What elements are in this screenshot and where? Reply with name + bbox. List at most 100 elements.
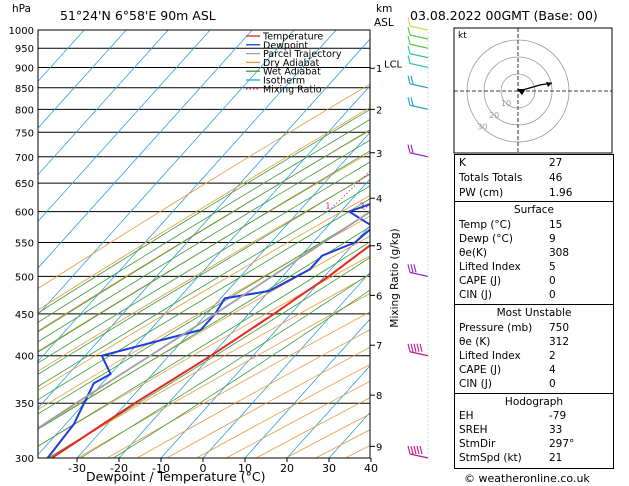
hodo-label: StmSpd (kt) <box>459 452 522 464</box>
index-label: PW (cm) <box>459 187 504 199</box>
isotherm-line <box>38 30 127 129</box>
pressure-tick-label: 1000 <box>9 26 34 37</box>
index-value: 46 <box>549 172 563 184</box>
mu-label: CIN (J) <box>459 378 492 390</box>
wind-barb <box>409 43 429 49</box>
profile-layer: 12346810152025 <box>38 202 440 458</box>
wet-adiabat-line <box>38 139 370 343</box>
mu-label: Pressure (mb) <box>459 322 533 334</box>
pressure-tick-label: 450 <box>15 310 34 321</box>
surface-label: CIN (J) <box>459 289 492 301</box>
hodograph-unit-label: kt <box>458 31 467 41</box>
pressure-tick-label: 800 <box>15 105 34 116</box>
wet-adiabat-line <box>38 198 370 401</box>
pressure-tick-label: 900 <box>15 63 34 74</box>
legend-item: Mixing Ratio <box>263 84 322 95</box>
x-tick-label: 0 <box>200 462 207 475</box>
wind-barb-flag <box>407 75 411 84</box>
mu-value: 312 <box>549 336 570 348</box>
wind-barb-flag <box>419 343 423 352</box>
km-tick-label: 5 <box>376 242 382 253</box>
wind-barb-flag <box>407 36 411 45</box>
wind-barb-flag <box>407 343 411 352</box>
isotherm-line <box>38 30 253 269</box>
index-label: Totals Totals <box>459 172 523 184</box>
km-tick-label: 1 <box>376 64 382 75</box>
dry-adiabat-line <box>136 329 370 458</box>
wind-barb <box>409 271 429 277</box>
km-tick-label: 8 <box>376 391 382 402</box>
surface-label: θe(K) <box>459 247 487 259</box>
wind-barb-flag <box>410 75 414 84</box>
lcl-label: LCL <box>384 60 403 71</box>
wet-adiabat-line <box>38 129 370 333</box>
temperature-line <box>51 244 370 458</box>
index-label: K <box>459 157 466 169</box>
km-tick-label: 4 <box>376 194 382 205</box>
wind-barb <box>409 453 429 459</box>
wind-barb <box>409 34 429 40</box>
isotherm-line <box>244 318 370 458</box>
x-axis-label: Dewpoint / Temperature (°C) <box>86 469 266 484</box>
pressure-tick-label: 350 <box>15 399 34 410</box>
parcel-trajectory-line <box>38 210 370 430</box>
legend-item: Temperature <box>262 32 323 43</box>
dry-adiabat-line <box>77 293 370 458</box>
hpa-label: hPa <box>12 3 31 15</box>
most-unstable-title: Most Unstable <box>496 307 572 319</box>
wet-adiabat-line <box>113 289 370 458</box>
surface-value: 0 <box>549 275 556 287</box>
km-label: km <box>376 3 393 15</box>
index-value: 1.96 <box>549 187 573 199</box>
wet-adiabat-line <box>38 109 370 314</box>
wind-barb-flag <box>407 26 411 36</box>
mixing-ratio-label: 6 <box>419 202 424 211</box>
wet-adiabat-line <box>38 173 370 375</box>
surface-value: 5 <box>549 261 556 273</box>
isotherm-line <box>38 38 370 409</box>
wind-barb <box>409 53 429 59</box>
pressure-tick-label: 400 <box>15 352 34 363</box>
location-title: 51°24'N 6°58'E 90m ASL <box>60 8 216 23</box>
hodo-label: SREH <box>459 424 488 436</box>
pressure-tick-label: 550 <box>15 239 34 250</box>
surface-label: Dewp (°C) <box>459 233 513 245</box>
credit-text: © weatheronline.co.uk <box>464 472 590 485</box>
mixing-ratio-axis-label: Mixing Ratio (g/kg) <box>389 228 401 328</box>
wet-adiabat-line <box>48 257 370 458</box>
surface-label: Lifted Index <box>459 261 521 273</box>
wind-barb <box>409 62 429 69</box>
dry-adiabat-line <box>107 311 370 458</box>
dry-adiabat-line <box>38 107 370 311</box>
x-tick-label: -10 <box>152 462 170 475</box>
wind-barb-flag <box>407 445 411 455</box>
mixing-ratio-label: 1 <box>325 202 330 211</box>
legend-item: Dry Adiabat <box>263 58 320 69</box>
mixing-ratio-label: 8 <box>435 202 440 211</box>
wet-adiabat-line <box>38 241 370 447</box>
wind-barb-flag <box>416 343 420 352</box>
wind-barb <box>409 83 429 89</box>
isotherm-line <box>38 30 295 316</box>
dry-adiabat-line <box>38 215 370 410</box>
hodograph-box <box>453 27 613 154</box>
surface-value: 15 <box>549 219 563 231</box>
wet-adiabat-line <box>38 161 370 364</box>
legend-item: Isotherm <box>263 76 305 87</box>
wind-barb-flag <box>407 264 411 273</box>
x-tick-label: 20 <box>280 462 294 475</box>
surface-label: CAPE (J) <box>459 275 502 287</box>
isotherm-line <box>202 271 370 458</box>
mu-label: CAPE (J) <box>459 364 502 376</box>
dry-adiabat-line <box>38 194 370 392</box>
wind-barb-flag <box>413 343 417 352</box>
dry-adiabat-line <box>47 274 370 458</box>
mixing-ratio-label: 4 <box>396 202 401 211</box>
mu-value: 750 <box>549 322 570 334</box>
mixing-ratio-line <box>327 170 370 212</box>
km-tick-label: 7 <box>376 341 382 352</box>
x-tick-label: 40 <box>364 462 378 475</box>
pressure-tick-label: 700 <box>15 153 34 164</box>
x-tick-label: -20 <box>110 462 128 475</box>
